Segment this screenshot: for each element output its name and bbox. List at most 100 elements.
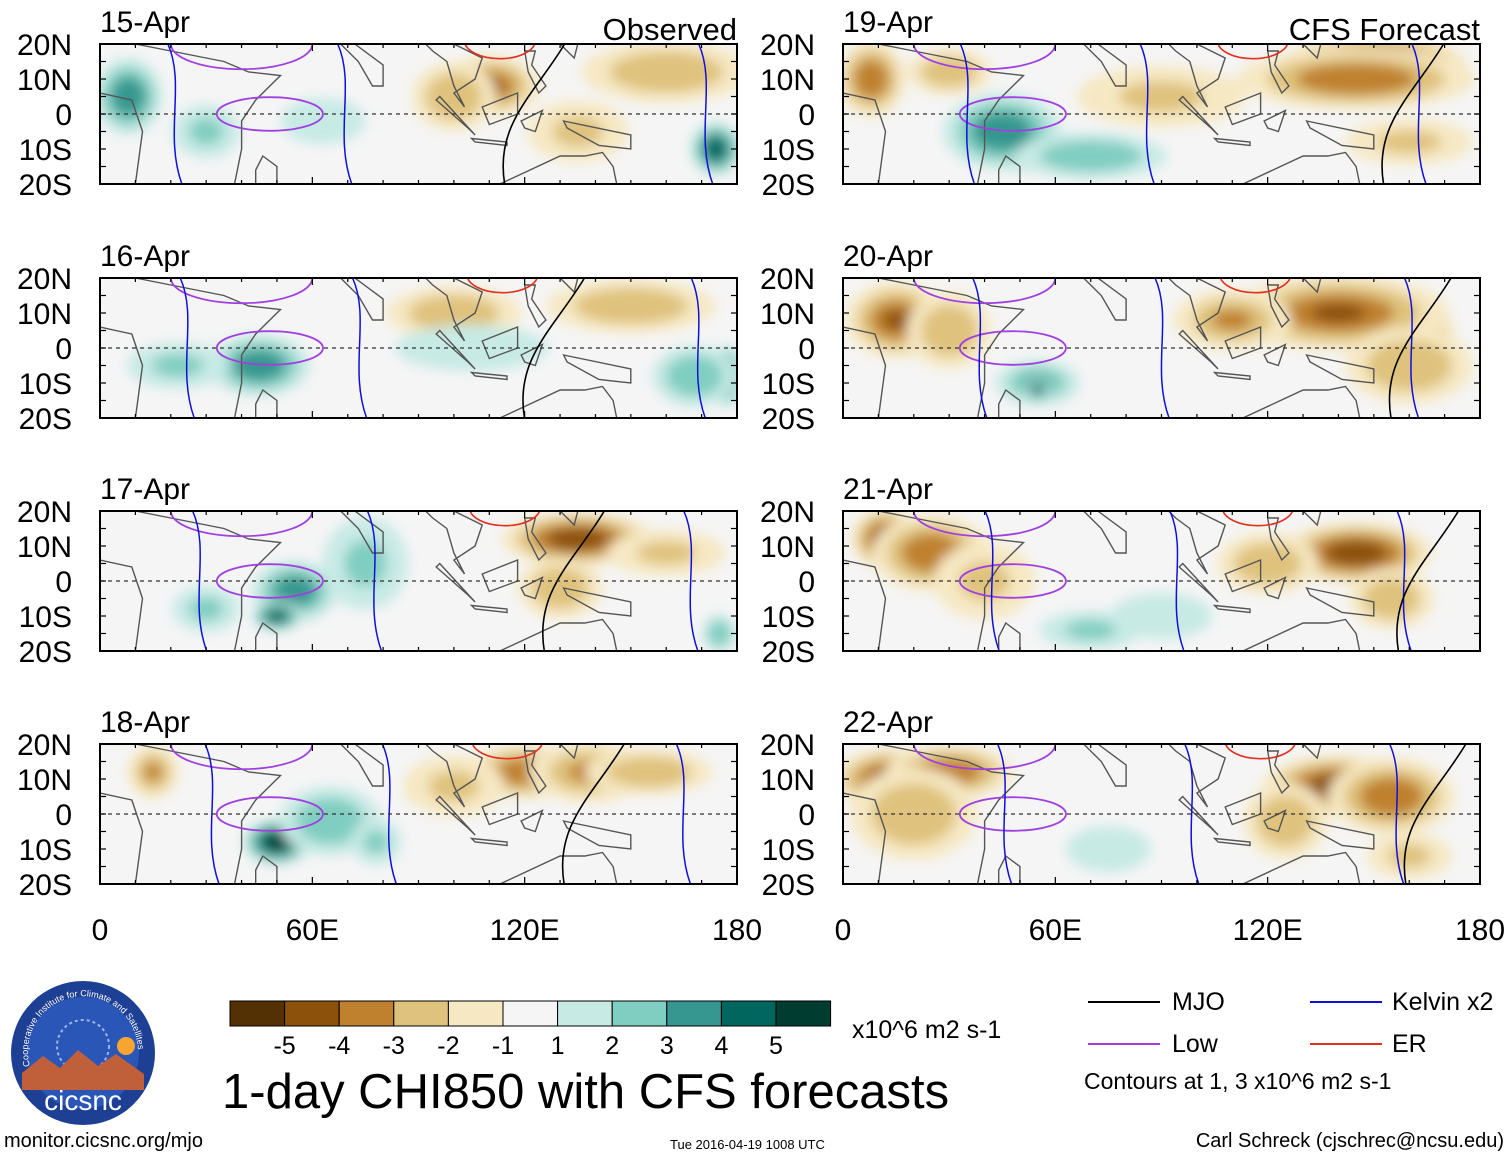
- coastline: [523, 284, 547, 329]
- coastline: [254, 621, 278, 651]
- coastline: [1266, 284, 1290, 329]
- er-contour: [1219, 278, 1291, 294]
- anomaly-blob: [1310, 303, 1367, 323]
- colorbar-tick-label: -2: [437, 1032, 459, 1060]
- anomaly-blob: [636, 541, 696, 565]
- coastline: [559, 278, 579, 294]
- colorbar-tick-label: 4: [714, 1032, 728, 1060]
- x-tick-label: 180: [712, 914, 762, 947]
- panel-19-Apr: 19-Apr CFS Forecast: [842, 6, 1481, 185]
- colorbar-swatch: [502, 1000, 559, 1027]
- coastline: [100, 44, 283, 184]
- coastline: [1305, 120, 1375, 150]
- footer-site[interactable]: monitor.cicsnc.org/mjo: [4, 1130, 203, 1152]
- coastline: [559, 511, 579, 527]
- coastline: [559, 744, 579, 760]
- panel-date-label: 17-Apr: [100, 473, 190, 506]
- anomaly-blob: [871, 783, 957, 845]
- y-tick-label: 10S: [19, 834, 72, 867]
- er-contour: [471, 744, 543, 760]
- low-contour: [215, 563, 324, 599]
- coastline: [1212, 371, 1251, 381]
- y-tick-label: 20N: [17, 263, 72, 296]
- low-contour: [958, 330, 1067, 366]
- panel-date-label: 16-Apr: [100, 240, 190, 273]
- anomaly-blob: [1387, 844, 1431, 868]
- anomaly-blob: [1366, 339, 1452, 392]
- panel-22-Apr: 22-Apr: [842, 706, 1481, 885]
- main-title: 1-day CHI850 with CFS forecasts: [222, 1065, 950, 1119]
- y-tick-label: 20S: [762, 636, 815, 669]
- kelvin-contour: [366, 511, 383, 651]
- anomaly-blob: [854, 59, 889, 99]
- anomaly-field: [126, 279, 737, 407]
- coastline: [499, 851, 618, 884]
- panel-18-Apr: 18-Apr: [99, 706, 738, 885]
- colorbar-swatch: [393, 1000, 449, 1027]
- legend-mjo-label: MJO: [1172, 988, 1225, 1016]
- anomaly-blob: [1032, 385, 1043, 395]
- coastline: [469, 137, 508, 147]
- contour-overlays: [912, 44, 1445, 184]
- coastline: [435, 562, 476, 603]
- coastlines: [100, 44, 632, 184]
- coastline: [1167, 511, 1227, 575]
- anomaly-blob: [1119, 81, 1204, 112]
- coastline: [1302, 511, 1322, 527]
- legend-lines: [1088, 1001, 1382, 1045]
- anomaly-blob: [144, 763, 162, 781]
- kelvin-contour: [337, 44, 353, 184]
- kelvin-contour: [972, 278, 988, 418]
- coastline: [469, 371, 508, 381]
- kelvin-contour: [1169, 511, 1185, 651]
- y-tick-label: 10N: [17, 764, 72, 797]
- colorbar-units: x10^6 m2 s-1: [852, 1016, 1002, 1044]
- colorbar-tick-label: 3: [660, 1032, 674, 1060]
- anomaly-blob: [189, 118, 224, 145]
- x-tick-label: 0: [92, 914, 109, 947]
- colorbar-swatch: [666, 1000, 722, 1027]
- kelvin-contour: [1403, 278, 1420, 418]
- contour-overlays: [169, 511, 699, 651]
- colorbar-swatch: [775, 1000, 832, 1027]
- cicsnc-logo: cicsnc Cooperative Institute for Climate…: [11, 981, 155, 1125]
- panel-17-Apr: 17-Apr: [99, 473, 738, 652]
- low-contour: [958, 563, 1067, 599]
- low-contour: [912, 511, 1057, 538]
- y-tick-label: 0: [55, 566, 72, 599]
- coastline: [1302, 278, 1322, 294]
- coastline: [562, 120, 632, 150]
- y-tick-label: 0: [798, 99, 815, 132]
- x-tick-label: 60E: [1029, 914, 1082, 947]
- y-tick-label: 20N: [760, 729, 815, 762]
- colorbar-swatch: [284, 1000, 340, 1027]
- coastline: [1178, 95, 1219, 136]
- colorbar-tick-label: 1: [551, 1032, 565, 1060]
- coastline: [1266, 517, 1290, 562]
- low-contour: [169, 44, 314, 71]
- kelvin-contour: [1184, 744, 1200, 884]
- er-contour: [1217, 44, 1289, 60]
- anomaly-blob: [666, 355, 723, 397]
- kelvin-contour: [167, 44, 183, 184]
- y-tick-label: 10N: [760, 64, 815, 97]
- colorbar-tick-label: -1: [492, 1032, 514, 1060]
- panel-date-label: 22-Apr: [843, 706, 933, 739]
- y-tick-label: 10S: [19, 601, 72, 634]
- coastline: [254, 854, 278, 884]
- y-tick-label: 10S: [19, 134, 72, 167]
- coastline: [1082, 744, 1127, 787]
- coastline: [469, 604, 508, 614]
- coastline: [523, 50, 547, 95]
- coastline: [562, 354, 632, 384]
- panel-16-Apr: 16-Apr: [99, 240, 738, 419]
- coastline: [1167, 278, 1227, 342]
- y-tick-label: 10S: [762, 834, 815, 867]
- y-tick-label: 20S: [19, 869, 72, 902]
- anomaly-blob: [1325, 540, 1387, 566]
- anomaly-blob: [1296, 63, 1416, 95]
- coastline: [435, 795, 476, 836]
- anomaly-blob: [152, 353, 204, 378]
- er-contour: [1222, 511, 1294, 527]
- panel-21-Apr: 21-Apr: [842, 473, 1481, 652]
